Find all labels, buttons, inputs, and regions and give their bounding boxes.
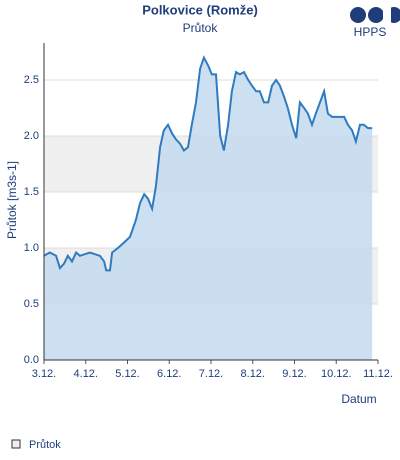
logo-text: HPPS: [354, 25, 387, 39]
logo: HPPS: [350, 6, 400, 39]
x-tick-label: 10.12.: [321, 368, 352, 380]
y-tick-label: 1.0: [24, 242, 39, 254]
chart-title: Polkovice (Romže): [142, 2, 258, 17]
x-tick-label: 4.12.: [74, 368, 98, 380]
y-tick-label: 0.5: [24, 298, 39, 310]
y-tick-label: 2.5: [24, 74, 39, 86]
legend-label: Průtok: [29, 439, 61, 451]
x-axis-label: Datum: [341, 392, 376, 406]
y-tick-label: 0.0: [24, 354, 39, 366]
x-tick-label: 7.12.: [199, 368, 223, 380]
legend-swatch: [11, 439, 21, 449]
line: [43, 55, 373, 272]
x-tick-label: 6.12.: [157, 368, 181, 380]
chart-subtitle: Průtok: [183, 21, 219, 35]
y-tick-label: 2.0: [24, 130, 39, 142]
x-tick-label: 9.12.: [282, 368, 306, 380]
x-tick-label: 5.12.: [115, 368, 139, 380]
x-tick-label: 3.12.: [32, 368, 56, 380]
y-tick-label: 1.5: [24, 186, 39, 198]
x-tick-label: 8.12.: [241, 368, 265, 380]
area: [44, 57, 373, 360]
x-tick-label: 11.12.: [363, 368, 393, 380]
y-axis-label: Průtok [m3s-1]: [5, 161, 19, 239]
